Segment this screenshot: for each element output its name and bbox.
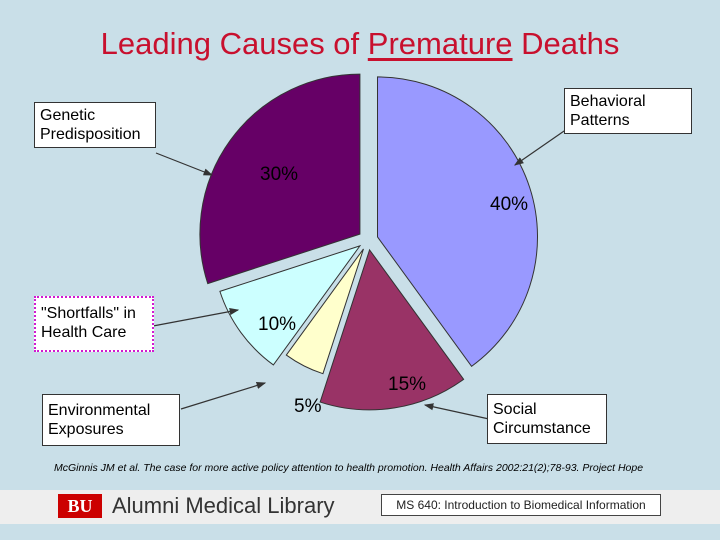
- title-post: Deaths: [512, 26, 620, 61]
- callout-behavioral: Behavioral Patterns: [564, 88, 692, 134]
- callout-genetic: Genetic Predisposition: [34, 102, 156, 148]
- title-pre: Leading Causes of: [100, 26, 368, 61]
- callout-environmental-line1: Environmental: [48, 402, 151, 419]
- callout-shortfalls-line2: Health Care: [41, 324, 127, 341]
- pct-label-30: 30%: [260, 164, 298, 185]
- pie-slice-social-circumstance: [319, 248, 465, 411]
- course-label: MS 640: Introduction to Biomedical Infor…: [381, 494, 661, 516]
- callout-social: Social Circumstance: [487, 394, 607, 444]
- pie-slice-genetic-predisposition: [199, 73, 361, 285]
- pie-slice-behavioral-patterns: [377, 76, 538, 368]
- pie-slice-environmental-exposures: [285, 248, 364, 375]
- pct-label-15: 15%: [388, 374, 426, 395]
- arrow-genetic: [155, 152, 214, 176]
- citation: McGinnis JM et al. The case for more act…: [54, 462, 644, 474]
- callout-behavioral-line2: Patterns: [570, 112, 630, 129]
- callout-environmental-line2: Exposures: [48, 421, 124, 438]
- callout-environmental: Environmental Exposures: [42, 394, 180, 446]
- arrow-environmental: [180, 382, 267, 410]
- callout-social-line2: Circumstance: [493, 420, 591, 437]
- callout-genetic-line1: Genetic: [40, 107, 96, 124]
- slide-title: Leading Causes of Premature Deaths: [0, 26, 720, 62]
- pie-slice-shortfalls-in-health-care: [219, 244, 362, 366]
- callout-shortfalls: "Shortfalls" in Health Care: [34, 296, 154, 352]
- library-name: Alumni Medical Library: [112, 493, 335, 518]
- pct-label-10: 10%: [258, 314, 296, 335]
- title-emphasis: Premature: [367, 26, 513, 61]
- pct-label-40: 40%: [490, 194, 528, 215]
- callout-genetic-line2: Predisposition: [40, 126, 141, 143]
- callout-social-line1: Social: [493, 401, 537, 418]
- pct-label-5: 5%: [294, 396, 322, 417]
- bu-logo: BU: [58, 494, 102, 518]
- arrow-behavioral: [514, 128, 568, 166]
- arrow-social: [423, 403, 490, 420]
- callout-shortfalls-line1: "Shortfalls" in: [41, 305, 136, 322]
- bottom-stripe: [0, 524, 720, 540]
- callout-behavioral-line1: Behavioral: [570, 93, 646, 110]
- arrow-shortfalls: [152, 308, 240, 327]
